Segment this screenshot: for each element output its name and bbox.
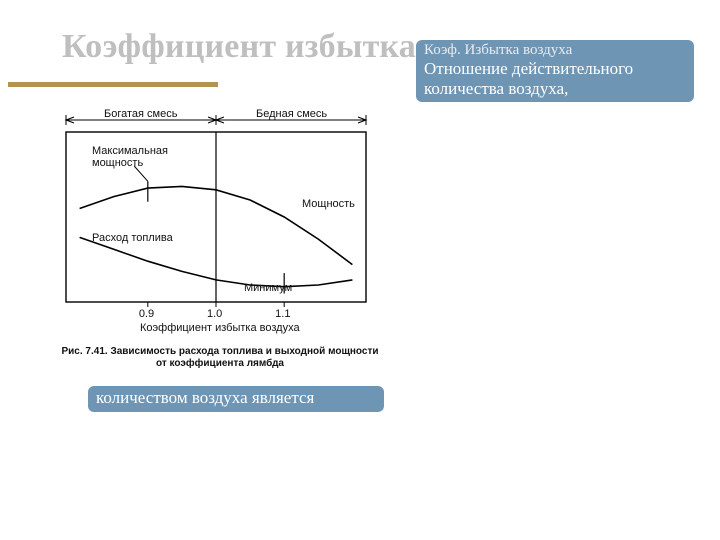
xtick-1: 1.0 — [207, 308, 222, 320]
callout-top-line1: Коэф. Избытка воздуха — [424, 42, 686, 59]
xaxis-label: Коэффициент избытка воздуха — [140, 322, 300, 334]
label-rich: Богатая смесь — [104, 108, 177, 120]
xtick-0: 0.9 — [139, 308, 154, 320]
xtick-2: 1.1 — [275, 308, 290, 320]
accent-rule — [8, 82, 218, 87]
label-max-power: Максимальная мощность — [92, 146, 168, 169]
label-lean: Бедная смесь — [256, 108, 327, 120]
label-minimum: Минимум — [244, 282, 292, 294]
callout-bottom: количеством воздуха является — [88, 386, 384, 412]
callout-top-line2: Отношение действительного количества воз… — [424, 59, 686, 98]
label-power: Мощность — [302, 198, 355, 210]
label-fuel: Расход топлива — [92, 232, 173, 244]
callout-top: Коэф. Избытка воздуха Отношение действит… — [416, 40, 694, 102]
chart-caption: Рис. 7.41. Зависимость расхода топлива и… — [60, 346, 380, 370]
